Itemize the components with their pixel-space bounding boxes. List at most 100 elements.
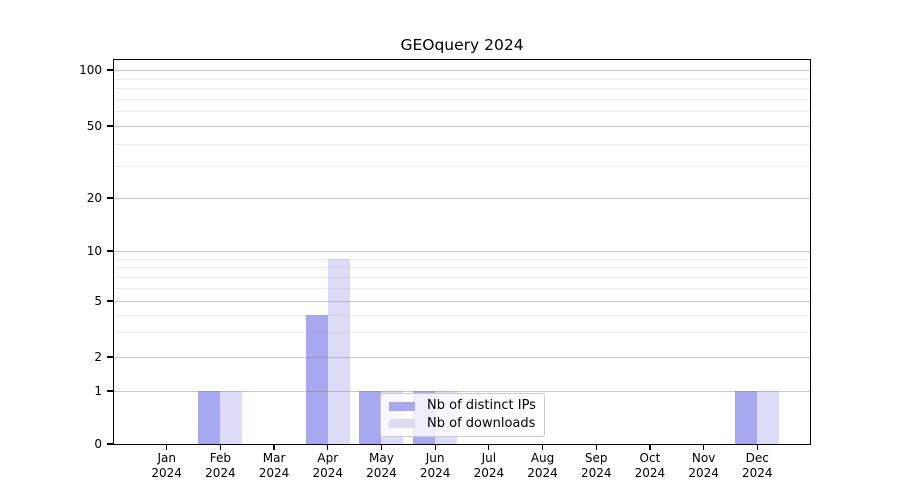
x-label-year: 2024 <box>419 465 451 480</box>
x-label-month: Mar <box>262 451 286 465</box>
gridline-major <box>113 301 811 302</box>
chart-title: GEOquery 2024 <box>400 36 524 54</box>
x-label-year: 2024 <box>580 465 612 480</box>
bar-distinct-ips <box>735 391 758 445</box>
x-label-year: 2024 <box>742 465 773 480</box>
x-label-month: May <box>369 451 394 465</box>
y-axis-tick <box>107 197 113 199</box>
x-label-year: 2024 <box>312 465 344 480</box>
gridline-minor <box>113 314 811 316</box>
x-axis-tick <box>327 445 329 450</box>
x-label-month: Nov <box>691 451 716 465</box>
grid-layer <box>113 59 811 445</box>
x-axis-tick <box>166 445 168 450</box>
x-label-year: 2024 <box>634 465 666 480</box>
y-axis-tick <box>107 300 113 302</box>
y-axis-tick <box>107 390 113 392</box>
gridline-minor <box>113 143 811 145</box>
legend-label-downloads: Nb of downloads <box>427 415 536 431</box>
x-axis-tick <box>380 445 383 450</box>
x-label-year: 2024 <box>205 465 236 480</box>
x-axis-tick <box>273 445 275 450</box>
x-label-month: Aug <box>530 451 555 465</box>
gridline-minor <box>113 287 811 289</box>
y-axis-tick-label: 100 <box>79 63 102 77</box>
y-axis-tick-label: 10 <box>86 244 102 258</box>
x-label-month: Apr <box>317 451 339 465</box>
x-axis-tick-label: Feb 2024 <box>189 451 251 480</box>
bar-downloads <box>327 258 350 445</box>
bar-downloads <box>220 391 243 445</box>
legend-item-distinct-ips: Nb of distinct IPs <box>389 398 536 414</box>
x-label-year: 2024 <box>151 465 182 480</box>
x-axis-tick-label: Sep 2024 <box>565 451 627 480</box>
gridline-major <box>113 198 811 199</box>
gridline-minor <box>113 78 811 80</box>
gridline-major <box>113 251 811 252</box>
gridline-minor <box>113 98 811 100</box>
gridline-minor <box>113 166 811 168</box>
y-axis-tick <box>107 443 113 445</box>
x-axis-tick <box>219 445 221 450</box>
gridline-major <box>113 70 811 71</box>
bar-distinct-ips <box>359 391 382 445</box>
y-axis-tick <box>107 250 113 252</box>
x-axis-tick-label: Jan 2024 <box>136 451 198 480</box>
legend-swatch-downloads <box>389 418 415 429</box>
x-axis-tick-label: Oct 2024 <box>619 451 681 480</box>
x-axis-tick-label: Apr 2024 <box>297 451 359 480</box>
legend-label-distinct-ips: Nb of distinct IPs <box>427 398 536 414</box>
bar-distinct-ips <box>198 391 221 445</box>
y-axis-tick-label: 0 <box>94 437 102 451</box>
x-axis-tick <box>434 445 436 450</box>
x-label-month: Jun <box>425 451 445 465</box>
x-axis-tick-label: May 2024 <box>350 451 412 480</box>
x-axis-tick-label: Aug 2024 <box>512 451 574 480</box>
gridline-minor <box>113 258 811 260</box>
x-axis-tick-label: Jun 2024 <box>404 451 466 480</box>
y-axis-tick <box>107 356 113 358</box>
gridline-minor <box>113 88 811 90</box>
x-label-year: 2024 <box>527 465 558 480</box>
y-axis-tick-label: 1 <box>94 384 102 398</box>
y-axis-tick <box>107 69 113 71</box>
legend-item-downloads: Nb of downloads <box>389 416 536 432</box>
bar-distinct-ips <box>305 314 328 445</box>
x-axis-tick-label: Nov 2024 <box>673 451 735 480</box>
x-label-month: Jan <box>157 451 176 465</box>
y-axis-tick-label: 2 <box>94 350 102 364</box>
gridline-major <box>113 391 811 392</box>
gridline-minor <box>113 111 811 113</box>
x-label-year: 2024 <box>688 465 719 480</box>
gridline-major <box>113 126 811 127</box>
x-axis-tick <box>703 445 705 450</box>
x-label-year: 2024 <box>473 465 505 480</box>
x-label-month: Sep <box>584 451 608 465</box>
x-axis-tick <box>756 445 758 450</box>
x-axis-tick-label: Dec 2024 <box>726 451 788 480</box>
x-label-month: Jul <box>481 451 497 465</box>
x-axis-tick <box>595 445 597 450</box>
legend-swatch-distinct-ips <box>389 401 415 412</box>
plot-area <box>113 59 811 445</box>
gridline-minor <box>113 267 811 269</box>
x-label-month: Feb <box>209 451 231 465</box>
x-axis-tick <box>488 445 490 450</box>
y-axis-tick <box>107 125 113 127</box>
gridline-minor <box>113 332 811 334</box>
x-label-month: Oct <box>639 451 661 465</box>
x-axis-tick-label: Mar 2024 <box>243 451 305 480</box>
bar-downloads <box>757 391 780 445</box>
y-axis-tick-label: 20 <box>86 191 102 205</box>
legend: Nb of distinct IPs Nb of downloads <box>380 393 545 437</box>
x-axis-tick <box>541 445 544 450</box>
x-axis-tick-label: Jul 2024 <box>458 451 520 480</box>
gridline-major <box>113 357 811 358</box>
x-axis-tick <box>649 445 651 450</box>
x-label-year: 2024 <box>366 465 397 480</box>
x-label-year: 2024 <box>258 465 290 480</box>
x-label-month: Dec <box>745 451 769 465</box>
y-axis-tick-label: 5 <box>94 294 102 308</box>
y-axis-tick-label: 50 <box>86 119 102 133</box>
